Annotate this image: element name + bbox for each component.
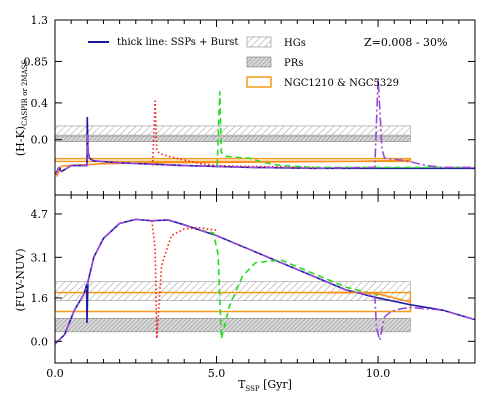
legend-entry-3: NGC1210 & NGC5329 (284, 78, 399, 89)
x-tick-label-0: 0.0 (46, 367, 64, 380)
top-band-0 (55, 125, 411, 136)
top-ytick-label-1: 0.85 (24, 55, 49, 68)
top-band-2 (55, 157, 412, 163)
metallicity-annotation: Z=0.008 - 30% (364, 36, 448, 49)
top-ylabel: (H-K)CASPIR or 2MASS (14, 60, 29, 156)
top-ytick-label-3: 0.0 (31, 134, 49, 147)
legend-entry-2: PRs (284, 58, 303, 69)
bot-plot-frame (54, 194, 476, 364)
bot-ytick-label-3: 0.0 (31, 335, 49, 348)
top-panel: 1.3 0.85 0.4 0.0 (24, 14, 476, 196)
bot-series-4 (55, 218, 475, 345)
legend: thick line: SSPs + Burst HGs PRs NGC1210… (88, 36, 399, 89)
top-series-0 (55, 159, 411, 177)
bot-series-0 (55, 218, 475, 345)
top-series-3 (216, 91, 475, 169)
bot-series-3 (329, 291, 411, 303)
top-ytick-label-0: 1.3 (31, 14, 49, 27)
x-axis-label: TSSP [Gyr] (238, 378, 292, 393)
bot-band-2 (55, 291, 412, 313)
top-band-1 (55, 135, 411, 142)
bot-ytick-label-1: 3.1 (31, 251, 49, 264)
x-tick-label-1: 5.0 (208, 367, 226, 380)
bot-ytick-label-0: 4.7 (31, 208, 49, 221)
bot-band-1 (55, 317, 411, 333)
legend-swatch-prs (246, 56, 272, 68)
top-ytick-label-2: 0.4 (31, 97, 49, 110)
bottom-ylabel: (FUV-NUV) (14, 249, 27, 312)
bot-band-0 (55, 281, 411, 301)
bot-series-2 (200, 229, 379, 340)
bottom-panel: 4.7 3.1 1.6 0.0 0.0 5.0 10.0 (31, 194, 476, 380)
bot-ytick-label-2: 1.6 (31, 292, 49, 305)
top-series-4 (55, 77, 475, 176)
legend-entry-0: thick line: SSPs + Burst (117, 37, 238, 48)
legend-swatch-hgs (246, 36, 272, 48)
x-tick-label-2: 10.0 (366, 367, 391, 380)
legend-swatch-ngc (246, 76, 272, 88)
legend-entry-1: HGs (284, 38, 306, 49)
